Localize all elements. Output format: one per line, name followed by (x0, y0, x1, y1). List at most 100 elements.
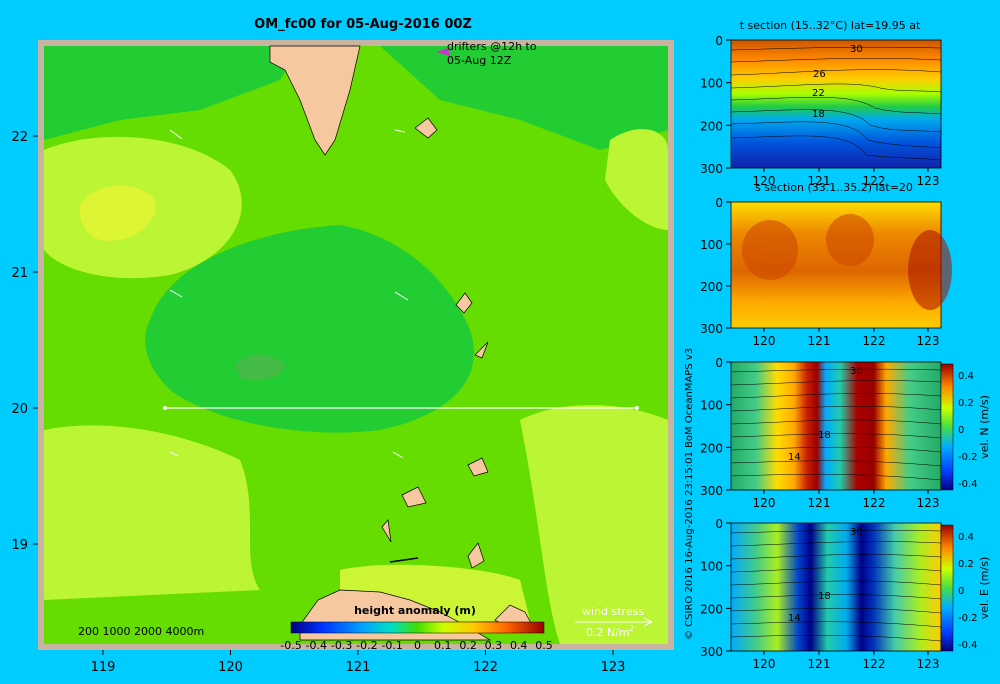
wind-vector (392, 451, 404, 459)
wind-vector (169, 129, 183, 140)
colorbar-title: height anomaly (m) (354, 604, 476, 617)
contour-label: 22 (812, 88, 825, 99)
section-colorbar-tick-label: 0.2 (958, 559, 974, 570)
section-colorbar-tick-label: -0.2 (958, 613, 978, 624)
depth-tick-label: 0 (715, 356, 723, 370)
section-longitude-tick-label: 120 (753, 334, 776, 348)
depth-tick-label: 100 (700, 238, 723, 252)
section-colorbar-tick-label: 0.4 (958, 371, 974, 382)
temperature-section-panel: t section (15..32°C) lat=19.95 at 30 26 … (730, 19, 942, 169)
temperature-section-title: t section (15..32°C) lat=19.95 at (740, 19, 921, 32)
section-colorbar-tick-label: -0.4 (958, 479, 978, 490)
colorbar (290, 621, 545, 634)
velocity-east-field (730, 522, 942, 652)
colorbar-tick-label: -0.1 (381, 639, 402, 652)
section-start-marker (163, 406, 167, 410)
colorbar-tick-label: -0.3 (331, 639, 352, 652)
wind-stress-label: wind stress (582, 605, 644, 618)
depth-tick-label: 100 (700, 77, 723, 91)
section-longitude-tick-label: 120 (753, 657, 776, 671)
depth-tick-label: 200 (700, 119, 723, 133)
island (467, 542, 485, 569)
velocity-east-colorbar (940, 524, 954, 652)
low-anomaly-core (235, 354, 285, 381)
colorbar-tick-label: 0.1 (434, 639, 452, 652)
depth-tick-label: 0 (715, 34, 723, 48)
contour-label: 14 (788, 613, 801, 624)
velocity-north-field (730, 361, 942, 491)
taiwan-land (269, 45, 361, 156)
drifters-label-1: drifters @12h to (447, 40, 537, 53)
section-longitude-tick-label: 123 (917, 174, 940, 188)
contour-label: 30 (850, 527, 863, 538)
latitude-tick-label: 19 (11, 538, 28, 553)
depth-tick-label: 100 (700, 399, 723, 413)
wind-vector (169, 289, 183, 298)
longitude-tick-label: 122 (473, 660, 498, 675)
low-anomaly-northeast (380, 46, 668, 150)
contour-label: 14 (788, 452, 801, 463)
section-end-marker (635, 406, 639, 410)
latitude-tick-label: 20 (11, 402, 28, 417)
island (381, 519, 392, 543)
main-map-title: OM_fc00 for 05-Aug-2016 00Z (254, 17, 472, 32)
contour-label: 18 (812, 109, 825, 120)
section-longitude-tick-label: 122 (863, 657, 886, 671)
island (414, 117, 438, 139)
velocity-north-colorbar-label: vel. N (m/s) (978, 395, 991, 459)
section-longitude-tick-label: 122 (863, 496, 886, 510)
longitude-tick-label: 119 (91, 660, 116, 675)
section-longitude-tick-label: 121 (808, 334, 831, 348)
salinity-section-title: s section (33.1..35.2) lat=20 (755, 181, 913, 194)
contour-label: 26 (813, 69, 826, 80)
velocity-north-section-panel: 30 18 14 vel. N (m/s) (730, 361, 991, 491)
velocity-east-contours (730, 529, 942, 642)
longitude-tick-label: 121 (346, 660, 371, 675)
island (474, 341, 489, 359)
colorbar-tick-label: 0.2 (459, 639, 477, 652)
section-colorbar-tick-label: 0.4 (958, 532, 974, 543)
contour-label: 18 (818, 430, 831, 441)
island (455, 292, 473, 314)
depth-tick-label: 300 (700, 484, 723, 498)
section-colorbar-tick-label: -0.2 (958, 452, 978, 463)
depth-tick-label: 0 (715, 196, 723, 210)
colorbar-tick-label: 0 (414, 639, 421, 652)
island (401, 486, 427, 508)
wind-vector (389, 557, 419, 563)
section-longitude-tick-label: 122 (863, 174, 886, 188)
contour-label: 30 (850, 44, 863, 55)
longitude-tick-label: 120 (218, 660, 243, 675)
contour-label: 30 (850, 366, 863, 377)
depth-tick-label: 200 (700, 441, 723, 455)
section-longitude-tick-label: 121 (808, 496, 831, 510)
wind-vector (394, 291, 409, 301)
longitude-tick-label: 123 (601, 660, 626, 675)
colorbar-ticks: -0.5 -0.4 -0.3 -0.2 -0.1 0 0.1 0.2 0.3 0.4 0.5 (280, 639, 552, 652)
drifter-marker (436, 48, 450, 56)
contour-label: 18 (818, 591, 831, 602)
section-colorbar-tick-label: 0 (958, 586, 964, 597)
velocity-north-contours (730, 368, 942, 481)
main-map[interactable]: drifters @12h to 05-Aug 12Z 200 1000 200… (38, 40, 674, 652)
section-longitude-tick-label: 123 (917, 334, 940, 348)
low-anomaly-center (145, 225, 474, 433)
section-longitude-tick-label: 123 (917, 657, 940, 671)
latitude-tick-label: 21 (11, 266, 28, 281)
depth-tick-label: 200 (700, 602, 723, 616)
high-anomaly-southwest (44, 425, 260, 600)
longitude-ticks: 119 120 121 122 123 (91, 650, 626, 675)
wind-stress-exponent: 2 (629, 624, 634, 633)
wind-stress-arrowhead (643, 617, 653, 627)
velocity-east-section-panel: 30 18 14 vel. E (m/s) (730, 522, 991, 652)
wind-vector (394, 129, 406, 133)
salinity-section-panel: s section (33.1..35.2) lat=20 (730, 181, 952, 329)
credit-text: © CSIRO 2016 16-Aug-2016 23:15:01 BoM Oc… (684, 348, 695, 640)
colorbar-tick-label: -0.5 (280, 639, 301, 652)
section-longitude-tick-label: 121 (808, 174, 831, 188)
section-longitude-tick-label: 120 (753, 174, 776, 188)
wind-vector (169, 451, 179, 457)
section-colorbar-tick-label: 0.2 (958, 398, 974, 409)
